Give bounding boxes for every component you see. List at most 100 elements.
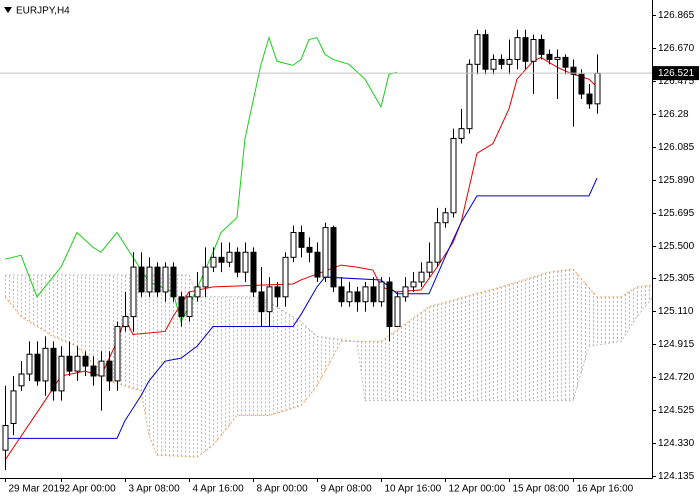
candle-body xyxy=(290,231,297,258)
candle-body xyxy=(26,353,33,375)
candle-body xyxy=(306,246,313,253)
candle-body xyxy=(482,34,489,70)
candle-body xyxy=(130,266,137,318)
candle-body xyxy=(82,355,89,367)
candle-body xyxy=(170,266,177,298)
candle-body xyxy=(386,281,393,328)
candle-body xyxy=(330,227,337,288)
candle-body xyxy=(506,58,513,65)
candle-body xyxy=(66,355,73,372)
y-tick-label: 126.085 xyxy=(658,142,695,153)
y-tick-label: 125.695 xyxy=(658,208,695,219)
candle-body xyxy=(34,353,41,382)
candle-body xyxy=(450,137,457,214)
indicator-line xyxy=(4,36,398,323)
candle-body xyxy=(362,286,369,303)
candle-body xyxy=(474,34,481,65)
candle-body xyxy=(370,286,377,303)
candle-body xyxy=(314,251,321,278)
x-tick-label: 16 Apr 16:00 xyxy=(577,484,634,495)
candle-body xyxy=(242,251,249,273)
chart-title: EURJPY,H4 xyxy=(16,6,70,17)
candle-body xyxy=(282,256,289,298)
candle-body xyxy=(138,266,145,293)
candle-body xyxy=(514,37,521,60)
candle-body xyxy=(522,37,529,62)
x-tick-label: 8 Apr 00:00 xyxy=(257,484,309,495)
candle-body xyxy=(498,58,505,65)
candle-body xyxy=(162,266,169,293)
x-tick-label: 29 Mar 2019 xyxy=(9,484,66,495)
y-tick-label: 124.135 xyxy=(658,471,695,482)
candle-body xyxy=(530,39,537,62)
candle-body xyxy=(218,256,225,263)
candle-body xyxy=(194,286,201,298)
candle-body xyxy=(578,73,585,95)
candle-body xyxy=(146,266,153,293)
candle-body xyxy=(338,286,345,303)
candle-body xyxy=(202,266,209,288)
candle-body xyxy=(114,326,121,382)
candle-body xyxy=(58,355,65,392)
candle-body xyxy=(442,212,449,224)
candle-body xyxy=(402,286,409,298)
x-tick-label: 15 Apr 08:00 xyxy=(513,484,570,495)
candle-body xyxy=(226,251,233,263)
candle-body xyxy=(426,261,433,273)
x-tick-label: 2 Apr 00:00 xyxy=(65,484,117,495)
candle-body xyxy=(322,227,329,278)
candle-body xyxy=(258,291,265,313)
y-tick-label: 124.525 xyxy=(658,405,695,416)
candle-body xyxy=(394,296,401,328)
candle-body xyxy=(354,291,361,303)
candle-body xyxy=(178,296,185,318)
y-tick-label: 125.305 xyxy=(658,273,695,284)
candle-body xyxy=(410,281,417,288)
symbol-icon xyxy=(4,7,12,13)
candle-body xyxy=(10,390,17,424)
y-tick-label: 125.500 xyxy=(658,241,695,252)
candle-body xyxy=(154,266,161,293)
senkou-span-b xyxy=(5,274,654,402)
last-price-label: 126.521 xyxy=(658,68,695,79)
cloud-hatch xyxy=(5,269,650,458)
candle-body xyxy=(274,286,281,298)
y-tick-label: 124.330 xyxy=(658,438,695,449)
candle-body xyxy=(538,39,545,55)
candle-body xyxy=(42,347,49,382)
candle-body xyxy=(18,373,25,387)
y-tick-label: 124.720 xyxy=(658,372,695,383)
y-tick-label: 126.475 xyxy=(658,76,695,87)
candle-body xyxy=(434,222,441,263)
candle-body xyxy=(186,296,193,318)
candle-body xyxy=(594,72,601,105)
candle-body xyxy=(546,53,553,60)
candle-body xyxy=(554,56,561,60)
candle-body xyxy=(586,93,593,105)
candle-body xyxy=(346,291,353,303)
candle-body xyxy=(266,286,273,313)
x-tick-label: 10 Apr 16:00 xyxy=(385,484,442,495)
candle-body xyxy=(210,256,217,268)
x-tick-label: 9 Apr 08:00 xyxy=(321,484,373,495)
candle-body xyxy=(98,360,105,377)
plot-area xyxy=(2,29,654,471)
x-tick-label: 4 Apr 16:00 xyxy=(193,484,245,495)
candle-body xyxy=(90,365,97,377)
x-tick-label: 12 Apr 00:00 xyxy=(449,484,506,495)
candle-body xyxy=(458,128,465,139)
candle-body xyxy=(466,63,473,130)
candle-body xyxy=(106,360,113,382)
x-tick-label: 3 Apr 08:00 xyxy=(129,484,181,495)
last-price-box xyxy=(653,66,699,81)
y-tick-label: 126.670 xyxy=(658,43,695,54)
candle-body xyxy=(2,424,9,451)
y-tick-label: 125.890 xyxy=(658,175,695,186)
candle-body xyxy=(562,56,569,68)
candle-body xyxy=(74,355,81,372)
y-tick-label: 124.915 xyxy=(658,339,695,350)
candle-body xyxy=(490,58,497,70)
candle-body xyxy=(298,231,305,248)
